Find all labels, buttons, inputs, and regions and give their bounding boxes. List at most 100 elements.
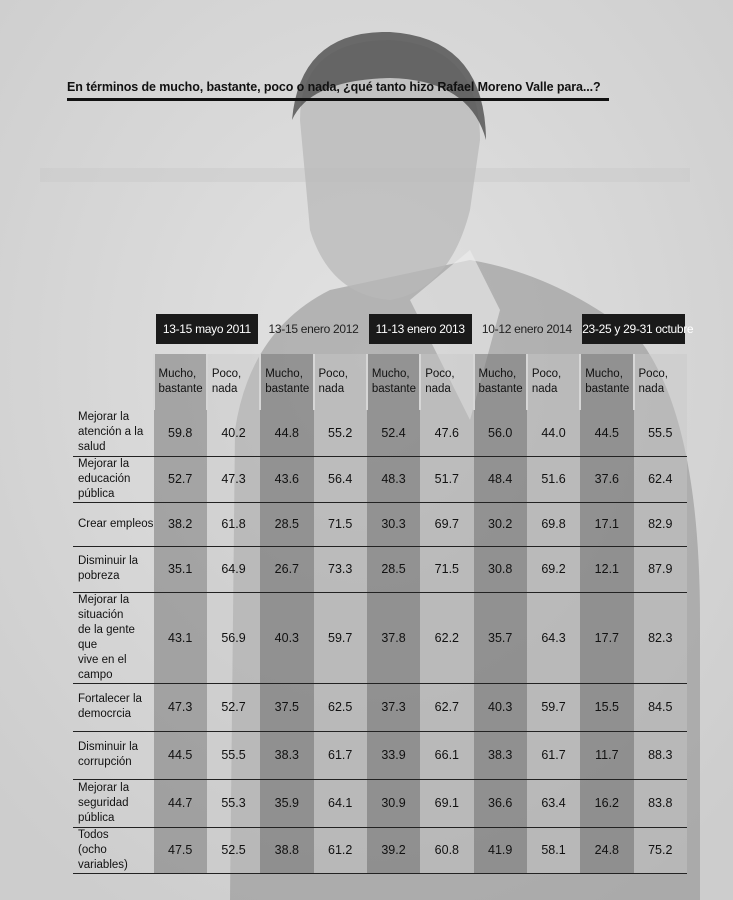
table-row: Todos (ocho variables) 47.5 52.5 38.8 61.2 39.… bbox=[73, 827, 687, 874]
response-label-line: Mucho, bbox=[478, 368, 517, 380]
period-header: 13-15 mayo 2011 bbox=[154, 314, 261, 344]
value-cell: 38.8 bbox=[260, 827, 314, 874]
value-cell: 47.5 bbox=[153, 827, 207, 874]
response-header: Mucho, bastante bbox=[259, 354, 314, 410]
row-label-line: democrcia bbox=[78, 708, 132, 720]
value-cell: 58.1 bbox=[526, 827, 581, 874]
period-header-row: 13-15 mayo 2011 13-15 enero 2012 11-13 ene… bbox=[73, 314, 694, 344]
response-label-line: nada bbox=[425, 383, 451, 395]
value-cell: 39.2 bbox=[366, 827, 421, 874]
row-label-line: atención a la salud bbox=[78, 426, 144, 454]
response-label-line: Poco, bbox=[531, 368, 562, 380]
period-header: 13-15 enero 2012 bbox=[260, 314, 367, 344]
results-table: 13-15 mayo 2011 13-15 enero 2012 11-13 ene… bbox=[73, 314, 694, 874]
row-label-line: Disminuir la bbox=[78, 555, 139, 567]
response-label-line: nada bbox=[211, 383, 238, 395]
value-cell: 56.9 bbox=[206, 592, 261, 684]
row-label-line: educación pública bbox=[78, 472, 131, 500]
value-cell: 61.7 bbox=[526, 731, 581, 780]
value-cell: 43.1 bbox=[153, 592, 207, 684]
value-cell: 73.3 bbox=[313, 546, 367, 593]
value-cell: 63.4 bbox=[526, 779, 581, 828]
value-cell: 40.3 bbox=[473, 683, 527, 732]
value-cell: 59.7 bbox=[313, 592, 367, 684]
subheader-row: Mucho, bastante Poco, nada Mucho, bastante Poc… bbox=[73, 354, 687, 410]
value-cell: 69.2 bbox=[526, 546, 581, 593]
value-cell: 55.3 bbox=[206, 779, 261, 828]
row-label: Crear empleos bbox=[73, 502, 154, 547]
period-header: 11-13 enero 2013 bbox=[367, 314, 474, 344]
value-cell: 40.3 bbox=[260, 592, 314, 684]
value-cell: 28.5 bbox=[366, 546, 421, 593]
row-label-line: Mejorar la bbox=[78, 593, 130, 606]
table-row: Mejorar la situación de la gente que vive e… bbox=[73, 592, 687, 684]
value-cell: 47.3 bbox=[206, 456, 261, 503]
value-cell: 24.8 bbox=[580, 827, 634, 874]
value-cell: 44.8 bbox=[260, 410, 314, 457]
table-row: Fortalecer la democrcia 47.3 52.7 37.5 62.5 37… bbox=[73, 683, 687, 732]
value-cell: 55.5 bbox=[206, 731, 261, 780]
value-cell: 48.3 bbox=[366, 456, 421, 503]
response-header: Poco, nada bbox=[632, 354, 687, 410]
value-cell: 71.5 bbox=[313, 502, 367, 547]
corner-cell bbox=[73, 354, 154, 410]
response-label-line: Mucho, bbox=[371, 368, 410, 380]
value-cell: 38.3 bbox=[260, 731, 314, 780]
value-cell: 62.5 bbox=[313, 683, 367, 732]
row-label: Disminuir la pobreza bbox=[73, 546, 154, 593]
response-header: Mucho, bastante bbox=[365, 354, 421, 410]
row-label-line: (ocho variables) bbox=[78, 843, 128, 871]
value-cell: 69.1 bbox=[420, 779, 474, 828]
response-header: Poco, nada bbox=[205, 354, 261, 410]
period-label: 13-15 enero 2012 bbox=[268, 322, 359, 336]
period-header: 23-25 y 29-31 octubre bbox=[580, 314, 694, 344]
header-spacer bbox=[73, 344, 687, 354]
row-label-line: Mejorar la bbox=[78, 411, 130, 424]
row-label-line: Disminuir la bbox=[78, 741, 139, 753]
value-cell: 12.1 bbox=[580, 546, 634, 593]
value-cell: 64.3 bbox=[526, 592, 581, 684]
value-cell: 47.6 bbox=[420, 410, 474, 457]
value-cell: 82.3 bbox=[633, 592, 687, 684]
response-label-line: Poco, bbox=[638, 368, 668, 380]
value-cell: 69.8 bbox=[526, 502, 581, 547]
response-label-line: Poco, bbox=[425, 368, 455, 380]
response-label-line: Poco, bbox=[318, 368, 348, 380]
value-cell: 59.8 bbox=[153, 410, 207, 457]
value-cell: 51.7 bbox=[420, 456, 474, 503]
value-cell: 59.7 bbox=[526, 683, 581, 732]
value-cell: 41.9 bbox=[473, 827, 527, 874]
row-label-line: Mejorar la bbox=[78, 781, 130, 794]
value-cell: 36.6 bbox=[473, 779, 527, 828]
value-cell: 44.7 bbox=[153, 779, 207, 828]
value-cell: 52.5 bbox=[206, 827, 261, 874]
value-cell: 16.2 bbox=[580, 779, 634, 828]
row-label: Fortalecer la democrcia bbox=[73, 683, 154, 732]
table-row: Mejorar la atención a la salud 59.8 40.2 44.… bbox=[73, 410, 687, 457]
row-label-line: pobreza bbox=[78, 570, 120, 582]
response-header: Poco, nada bbox=[525, 354, 581, 410]
value-cell: 61.2 bbox=[313, 827, 367, 874]
response-label-line: nada bbox=[638, 383, 665, 395]
row-label-line: corrupción bbox=[78, 756, 132, 768]
value-cell: 56.0 bbox=[473, 410, 527, 457]
row-label: Mejorar la atención a la salud bbox=[73, 410, 154, 457]
value-cell: 62.7 bbox=[420, 683, 474, 732]
response-label-line: bastante bbox=[371, 383, 416, 395]
value-cell: 35.9 bbox=[260, 779, 314, 828]
value-cell: 17.1 bbox=[580, 502, 634, 547]
value-cell: 15.5 bbox=[580, 683, 634, 732]
value-cell: 35.7 bbox=[473, 592, 527, 684]
response-header: Mucho, bastante bbox=[472, 354, 527, 410]
value-cell: 62.4 bbox=[633, 456, 687, 503]
value-cell: 75.2 bbox=[633, 827, 687, 874]
value-cell: 33.9 bbox=[366, 731, 421, 780]
value-cell: 83.8 bbox=[633, 779, 687, 828]
value-cell: 35.1 bbox=[153, 546, 207, 593]
value-cell: 61.7 bbox=[313, 731, 367, 780]
value-cell: 61.8 bbox=[206, 502, 261, 547]
row-label-line: Mejorar la bbox=[78, 457, 130, 470]
value-cell: 52.4 bbox=[366, 410, 421, 457]
value-cell: 84.5 bbox=[633, 683, 687, 732]
response-label-line: bastante bbox=[585, 383, 630, 395]
